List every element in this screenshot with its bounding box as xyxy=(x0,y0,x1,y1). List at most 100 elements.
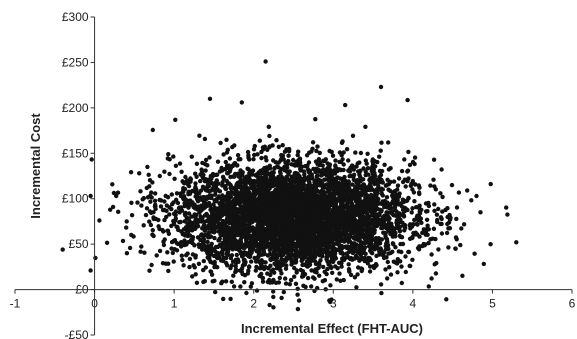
scatter-point xyxy=(218,140,223,146)
scatter-point xyxy=(439,216,444,222)
scatter-point xyxy=(378,282,384,287)
scatter-point xyxy=(240,205,246,211)
scatter-point xyxy=(233,186,238,192)
scatter-point xyxy=(317,150,322,156)
scatter-point xyxy=(149,195,154,200)
scatter-point xyxy=(402,228,407,233)
scatter-point xyxy=(287,216,293,222)
scatter-point xyxy=(145,195,151,200)
scatter-point xyxy=(310,140,316,145)
scatter-point xyxy=(488,242,493,247)
scatter-point xyxy=(174,191,180,196)
scatter-point xyxy=(377,212,382,218)
scatter-point xyxy=(329,265,334,270)
scatter-point xyxy=(127,245,133,251)
scatter-point xyxy=(337,271,342,276)
scatter-point xyxy=(423,209,429,214)
scatter-point xyxy=(260,275,266,281)
scatter-point xyxy=(256,217,261,223)
scatter-point xyxy=(313,250,319,255)
scatter-point xyxy=(240,253,245,259)
scatter-point xyxy=(314,221,319,226)
scatter-point xyxy=(421,227,427,232)
scatter-point xyxy=(324,257,329,262)
scatter-point xyxy=(402,157,407,162)
scatter-point xyxy=(371,246,377,252)
scatter-point xyxy=(417,191,422,197)
scatter-point xyxy=(195,235,201,240)
scatter-point xyxy=(379,201,385,207)
scatter-point xyxy=(251,157,256,162)
scatter-point xyxy=(275,197,280,202)
scatter-point xyxy=(327,223,332,228)
scatter-point xyxy=(199,244,204,249)
scatter-point xyxy=(241,261,247,266)
scatter-point xyxy=(386,214,391,220)
scatter-point xyxy=(247,205,253,210)
scatter-point xyxy=(272,193,278,198)
scatter-point xyxy=(295,292,300,297)
scatter-point xyxy=(292,204,297,209)
scatter-point xyxy=(419,220,424,225)
scatter-point xyxy=(226,217,231,222)
scatter-point xyxy=(308,184,314,189)
scatter-point xyxy=(204,188,209,193)
scatter-point xyxy=(403,184,408,189)
scatter-point xyxy=(292,274,297,279)
scatter-point xyxy=(284,169,289,174)
scatter-point xyxy=(288,277,294,283)
scatter-point xyxy=(317,220,323,226)
scatter-point xyxy=(340,226,346,231)
scatter-point xyxy=(444,230,450,236)
scatter-point xyxy=(209,245,214,250)
scatter-point xyxy=(314,270,319,275)
scatter-point xyxy=(157,197,162,203)
scatter-point xyxy=(156,224,161,229)
scatter-point xyxy=(248,284,253,289)
scatter-point xyxy=(267,179,272,185)
scatter-point xyxy=(242,257,247,263)
scatter-point xyxy=(242,280,247,285)
scatter-point xyxy=(354,192,359,197)
scatter-point xyxy=(268,206,274,212)
scatter-point xyxy=(299,186,304,191)
scatter-point xyxy=(205,226,210,231)
scatter-point xyxy=(260,182,266,187)
scatter-point xyxy=(372,221,377,227)
scatter-point xyxy=(344,189,350,195)
scatter-point xyxy=(190,237,195,242)
scatter-point xyxy=(379,290,384,296)
scatter-point xyxy=(234,252,239,258)
scatter-point xyxy=(256,178,261,183)
scatter-point xyxy=(412,155,418,160)
scatter-point xyxy=(326,215,331,221)
scatter-point xyxy=(224,260,229,266)
scatter-point xyxy=(417,203,422,208)
scatter-point xyxy=(459,226,464,231)
scatter-point xyxy=(167,212,172,217)
scatter-point xyxy=(277,200,283,205)
scatter-point xyxy=(269,238,274,243)
scatter-point xyxy=(265,203,271,209)
scatter-point xyxy=(276,245,281,250)
scatter-point xyxy=(368,184,374,190)
scatter-point xyxy=(439,167,444,172)
scatter-point xyxy=(171,211,177,216)
scatter-point xyxy=(231,190,236,195)
scatter-point xyxy=(243,184,248,190)
scatter-point xyxy=(429,276,434,281)
scatter-point xyxy=(367,269,373,274)
scatter-point xyxy=(221,176,226,181)
scatter-point xyxy=(412,182,418,187)
scatter-point xyxy=(409,210,414,215)
scatter-point xyxy=(221,232,227,237)
scatter-point xyxy=(255,174,260,180)
scatter-point xyxy=(361,188,366,194)
scatter-point xyxy=(303,241,308,246)
scatter-point xyxy=(443,207,448,213)
scatter-point xyxy=(203,177,209,182)
scatter-point xyxy=(144,206,150,211)
scatter-point xyxy=(341,238,346,243)
scatter-point xyxy=(251,217,257,222)
scatter-point xyxy=(242,210,247,215)
